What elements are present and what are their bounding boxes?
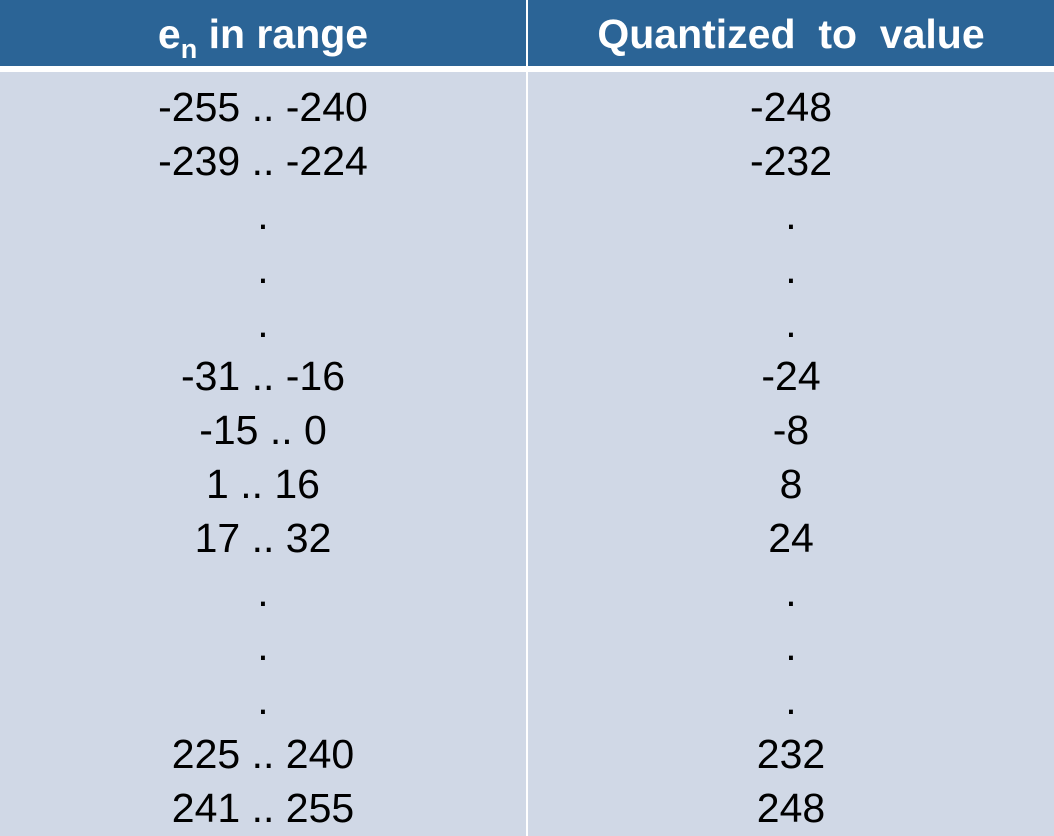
- range-cell: 17 .. 32: [194, 515, 332, 562]
- header-range-subscript: n: [180, 34, 198, 64]
- range-cell: -31 .. -16: [180, 353, 346, 400]
- value-cell: .: [785, 622, 797, 669]
- header-range-symbol: e: [157, 11, 181, 57]
- value-cell: .: [785, 676, 797, 723]
- value-cell: 24: [768, 515, 814, 562]
- value-cell: -248: [749, 84, 833, 130]
- range-cell: .: [257, 569, 269, 616]
- range-cell: 225 .. 240: [171, 730, 355, 777]
- value-cell: .: [785, 191, 797, 238]
- range-cell: .: [257, 622, 269, 669]
- range-cell: -15 .. 0: [199, 407, 327, 454]
- range-cell: 241 .. 255: [171, 784, 355, 831]
- value-cell: -24: [761, 353, 821, 400]
- header-rule: [0, 66, 1054, 72]
- column-divider: [526, 72, 528, 836]
- value-cell: .: [785, 245, 797, 292]
- header-range-label: in range: [197, 11, 369, 57]
- range-cell: 1 .. 16: [206, 461, 320, 508]
- header-quantized-value: Quantized to value: [597, 11, 985, 57]
- value-cell: .: [785, 299, 797, 346]
- value-column: -248 -232 . . . -24 -8 8 24 . . . 232 24…: [528, 80, 1054, 834]
- range-cell: .: [257, 676, 269, 723]
- value-cell: 248: [756, 784, 826, 831]
- header-divider: [526, 0, 528, 66]
- value-cell: .: [785, 569, 797, 616]
- range-cell: .: [257, 299, 269, 346]
- range-cell: -255 .. -240: [158, 84, 368, 130]
- value-cell: -232: [749, 137, 833, 184]
- value-cell: -8: [772, 407, 810, 454]
- range-cell: .: [257, 245, 269, 292]
- value-cell: 232: [756, 730, 826, 777]
- header-range: en in range: [0, 0, 526, 66]
- range-cell: .: [257, 191, 269, 238]
- value-cell: 8: [779, 461, 803, 508]
- range-column: -255 .. -240 -239 .. -224 . . . -31 .. -…: [0, 80, 526, 834]
- range-cell: -239 .. -224: [158, 137, 368, 184]
